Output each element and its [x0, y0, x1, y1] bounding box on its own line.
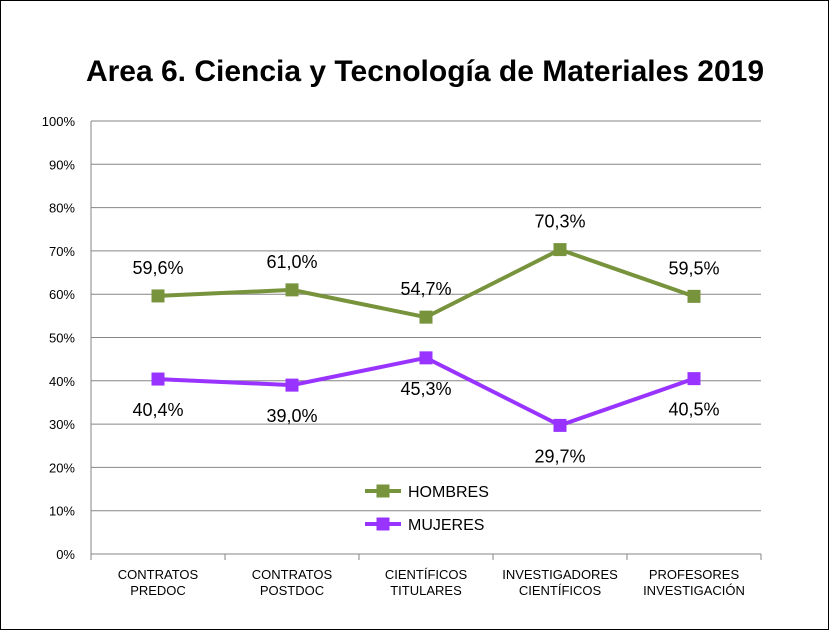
y-tick-label: 80%	[49, 201, 75, 216]
data-label: 39,0%	[266, 406, 317, 426]
x-tick-label: CONTRATOS PREDOC	[118, 567, 199, 598]
y-tick-label: 100%	[42, 114, 76, 129]
data-point	[419, 310, 433, 324]
data-label: 40,4%	[132, 400, 183, 420]
series-hombres	[151, 243, 701, 324]
y-tick-label: 70%	[49, 244, 75, 259]
legend: HOMBRES MUJERES	[365, 484, 489, 534]
data-point	[553, 418, 567, 432]
legend-item-hombres: HOMBRES	[365, 484, 489, 501]
data-label: 61,0%	[266, 252, 317, 272]
x-tick-label: CONTRATOS POSTDOC	[252, 567, 333, 598]
y-tick-label: 60%	[49, 287, 75, 302]
data-point	[151, 289, 165, 303]
data-label: 45,3%	[400, 379, 451, 399]
data-point	[151, 372, 165, 386]
chart-title: Area 6. Ciencia y Tecnología de Material…	[86, 55, 764, 88]
legend-marker	[376, 484, 390, 498]
x-tick-label: CIENTÍFICOS TITULARES	[385, 567, 468, 598]
data-label: 40,5%	[668, 400, 719, 420]
data-point	[419, 351, 433, 365]
y-tick-label: 90%	[49, 157, 75, 172]
data-point	[553, 243, 567, 257]
series-mujeres	[151, 351, 701, 432]
y-tick-label: 20%	[49, 460, 75, 475]
x-axis-tick-labels: CONTRATOS PREDOC CONTRATOS POSTDOC CIENTÍFIC…	[118, 567, 745, 598]
legend-label: HOMBRES	[408, 484, 489, 501]
x-tick-label: PROFESORES INVESTIGACIÓN	[643, 567, 745, 598]
data-label: 59,5%	[668, 258, 719, 278]
y-tick-label: 30%	[49, 417, 75, 432]
data-point	[285, 378, 299, 392]
axes	[90, 121, 762, 560]
y-tick-label: 10%	[49, 504, 75, 519]
data-label: 29,7%	[534, 446, 585, 466]
y-tick-label: 40%	[49, 374, 75, 389]
data-label: 70,3%	[534, 212, 585, 232]
x-tick-label: INVESTIGADORES CIENTÍFICOS	[502, 567, 618, 598]
legend-item-mujeres: MUJERES	[365, 517, 484, 534]
legend-label: MUJERES	[408, 517, 484, 534]
data-point	[687, 372, 701, 386]
data-label: 54,7%	[400, 279, 451, 299]
y-axis-tick-labels: 0% 10% 20% 30% 40% 50% 60% 70% 80% 90% 100%	[42, 114, 76, 562]
data-point	[687, 289, 701, 303]
data-point	[285, 283, 299, 297]
y-tick-label: 50%	[49, 331, 75, 346]
series	[151, 243, 701, 432]
data-label: 59,6%	[132, 258, 183, 278]
data-labels: 59,6% 61,0% 54,7% 70,3% 59,5% 40,4% 39,0% 45,3%…	[132, 212, 719, 467]
y-tick-label: 0%	[56, 547, 75, 562]
legend-marker	[376, 517, 390, 531]
